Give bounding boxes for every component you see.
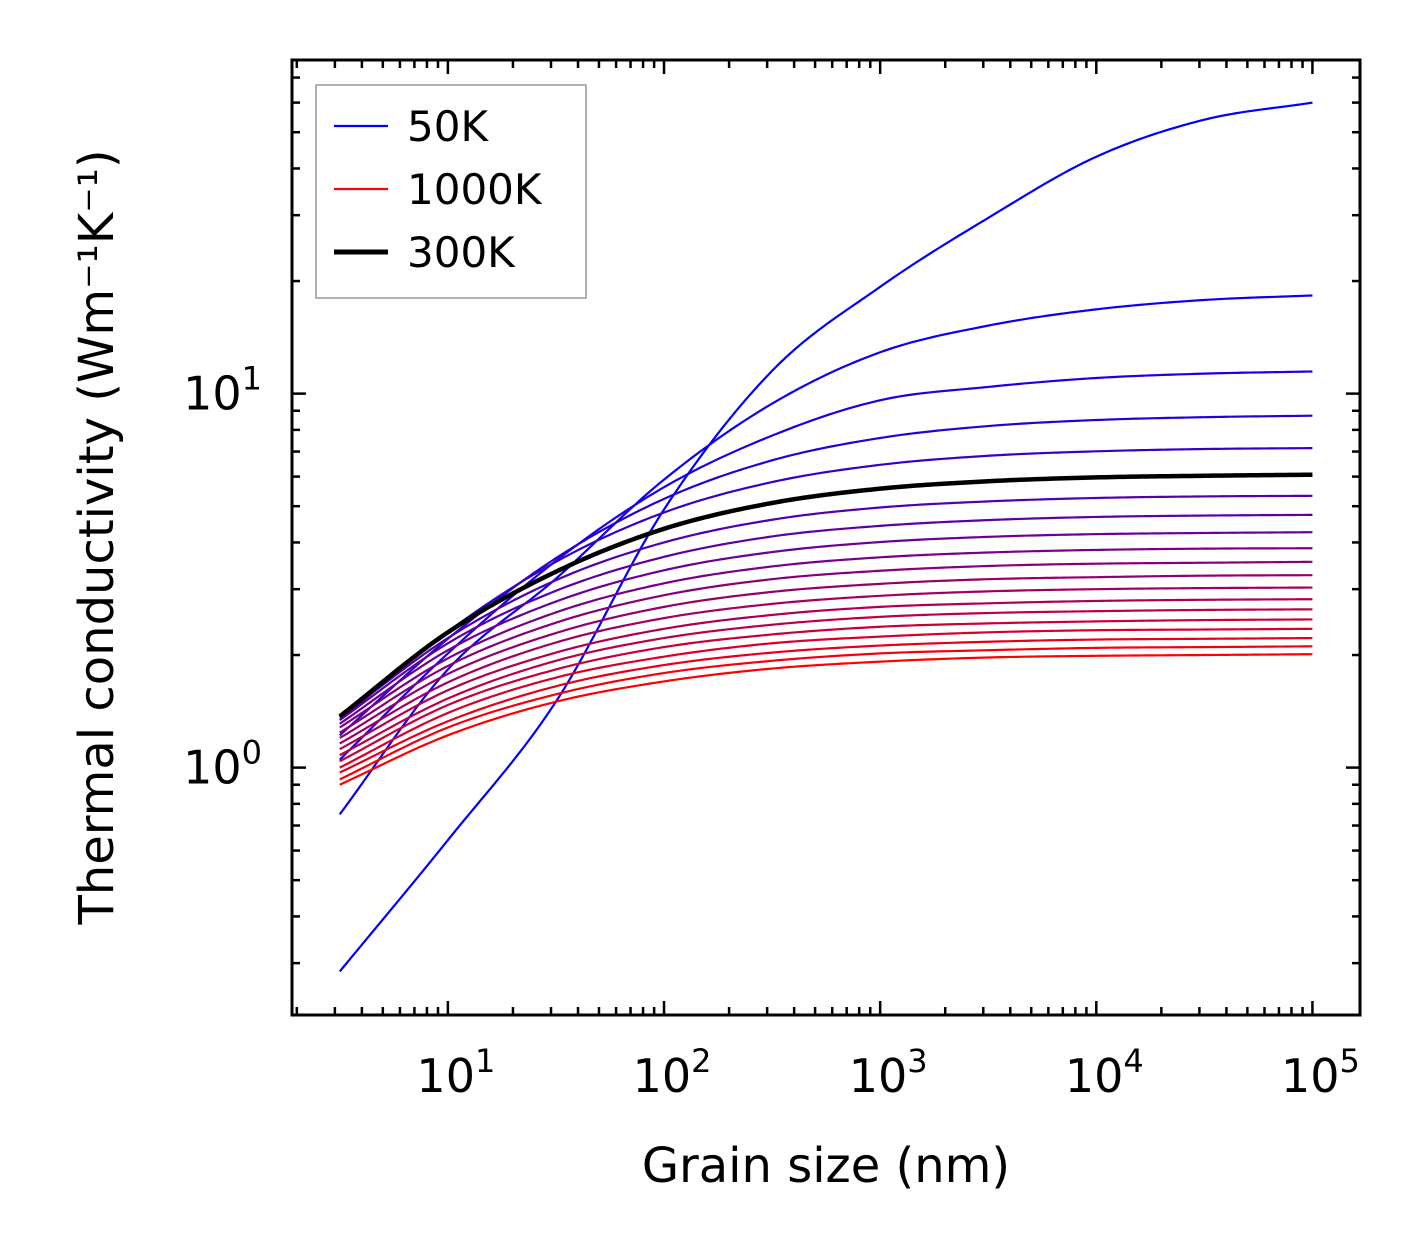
series-line-200K [339,414,1313,737]
series-line-300K [338,472,1313,719]
plot-frame [290,58,1362,1017]
series-line-250K [339,447,1313,721]
series-line-150K [338,370,1313,761]
x-tick-label: 101 [416,1042,495,1103]
y-tick-label: 101 [183,360,262,421]
series-line-650K [339,586,1313,745]
series-line-750K [339,608,1313,757]
x-tick-label: 104 [1065,1042,1144,1103]
series-line-900K [339,636,1313,774]
legend-label: 1000K [407,165,543,214]
legend-label: 50K [407,102,489,151]
x-tick-label: 105 [1281,1042,1360,1103]
series-line-700K [339,598,1313,751]
series-line-850K [339,627,1313,769]
series-line-950K [339,645,1313,781]
y-tick-label: 100 [183,734,262,795]
series-layer [338,101,1313,973]
legend-box [315,84,587,299]
legend-entry-300K: 300K [334,228,516,277]
legend-entry-1000K: 1000K [334,165,543,214]
series-line-600K [339,574,1313,739]
y-axis-label: Thermal conductivity (Wm⁻¹K⁻¹) [69,149,125,925]
series-line-350K [339,494,1313,719]
x-tick-label: 103 [849,1042,928,1103]
x-axis-label: Grain size (nm) [642,1138,1010,1194]
series-line-50K [338,101,1313,973]
series-line-800K [339,618,1313,763]
series-line-400K [339,513,1313,721]
series-line-550K [339,560,1313,734]
series-line-100K [338,294,1313,815]
x-tick-labels: 101 102 103 104 105 [416,1042,1359,1103]
series-line-450K [339,531,1313,725]
legend: 50K 1000K 300K [315,84,587,299]
series-line-1000K [339,653,1313,786]
series-line-500K [339,547,1313,729]
legend-label: 300K [407,228,516,277]
legend-entry-50K: 50K [334,102,489,151]
x-tick-label: 102 [633,1042,712,1103]
y-tick-labels: 100 101 [183,360,262,795]
